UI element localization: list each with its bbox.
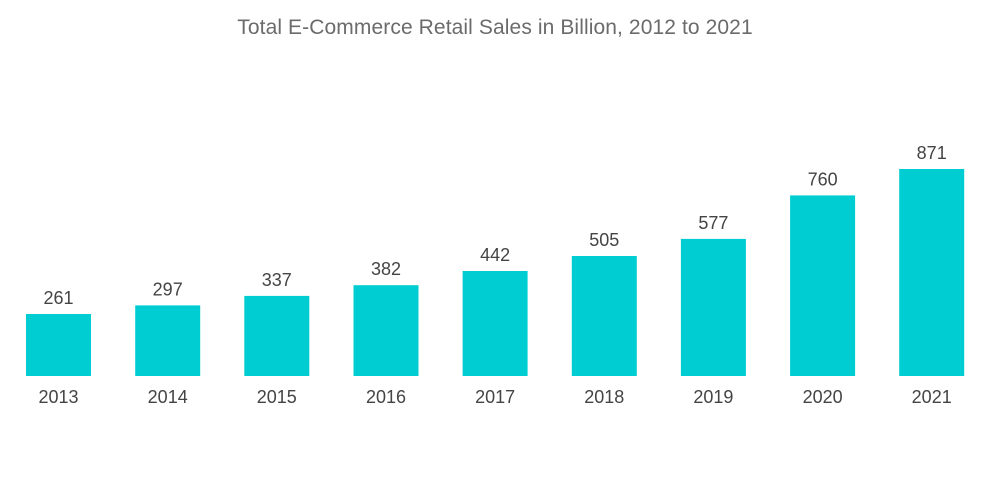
bar-2018: [571, 256, 637, 376]
x-tick-label-2015: 2015: [257, 387, 297, 407]
x-tick-label-2018: 2018: [584, 387, 624, 407]
bar-2013: [26, 314, 91, 376]
bar-2014: [135, 305, 201, 376]
bar-2019: [680, 238, 746, 376]
bar-2015: [244, 295, 310, 376]
data-label-2017: 442: [480, 245, 510, 265]
x-tick-label-2019: 2019: [693, 387, 733, 407]
bar-2017: [462, 271, 528, 376]
data-label-2021: 871: [917, 143, 947, 163]
x-tick-label-2013: 2013: [38, 387, 78, 407]
x-tick-label-2017: 2017: [475, 387, 515, 407]
x-tick-label-2021: 2021: [912, 387, 952, 407]
x-tick-label-2014: 2014: [148, 387, 188, 407]
data-label-2019: 577: [698, 213, 728, 233]
data-label-2015: 337: [262, 270, 292, 290]
x-tick-label-2016: 2016: [366, 387, 406, 407]
data-label-2013: 261: [43, 288, 73, 308]
bar-2020: [790, 195, 856, 376]
data-label-2014: 297: [153, 279, 183, 299]
chart-title: Total E-Commerce Retail Sales in Billion…: [237, 16, 753, 39]
bar-2016: [353, 285, 419, 376]
bar-2021: [899, 169, 965, 376]
data-label-2018: 505: [589, 230, 619, 250]
x-tick-label-2020: 2020: [803, 387, 843, 407]
data-label-2016: 382: [371, 259, 401, 279]
data-label-2020: 760: [808, 169, 838, 189]
